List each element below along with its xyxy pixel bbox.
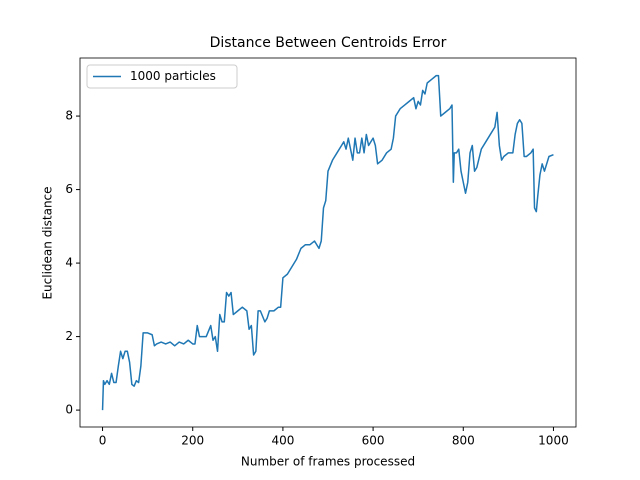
x-tick-label: 0 [99, 434, 107, 448]
x-tick-label: 200 [181, 434, 204, 448]
x-tick-label: 1000 [538, 434, 569, 448]
x-axis-label: Number of frames processed [241, 455, 415, 469]
y-tick-label: 4 [65, 256, 73, 270]
x-tick-label: 800 [452, 434, 475, 448]
y-axis-label: Euclidean distance [41, 186, 55, 299]
legend-box [86, 64, 238, 89]
y-tick-label: 2 [65, 329, 73, 343]
chart-title: Distance Between Centroids Error [210, 35, 447, 51]
y-tick-label: 8 [65, 109, 73, 123]
legend-label: 1000 particles [130, 69, 216, 83]
plot-frame [79, 57, 577, 428]
line-series [101, 74, 554, 411]
x-tick-label: 400 [271, 434, 294, 448]
y-tick-label: 6 [65, 182, 73, 196]
x-tick-label: 600 [362, 434, 385, 448]
y-tick-label: 0 [65, 403, 73, 417]
